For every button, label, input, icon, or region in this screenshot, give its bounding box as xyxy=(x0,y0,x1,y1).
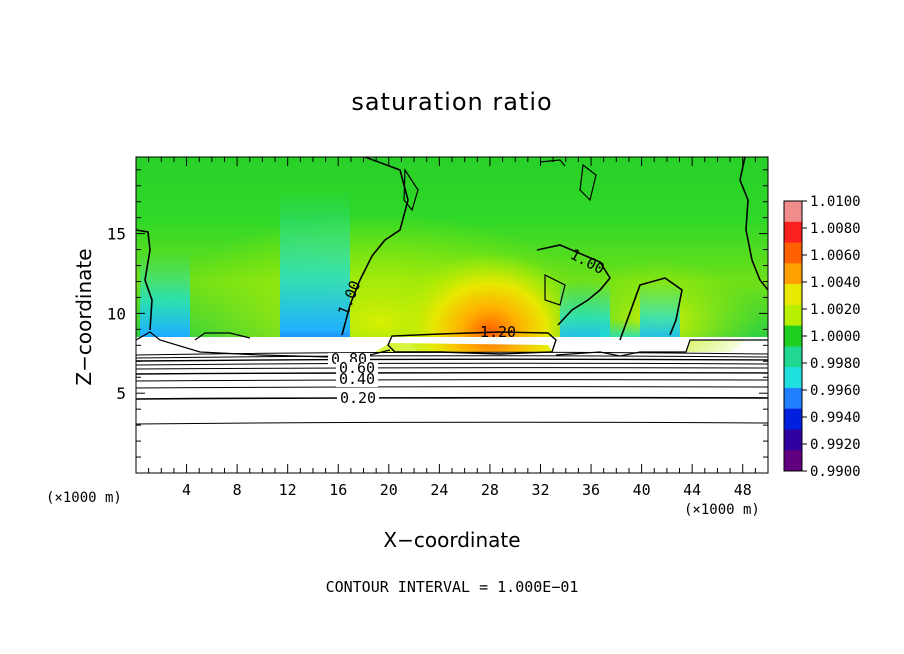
colorbar-swatch xyxy=(784,201,802,223)
colorbar-label: 0.9900 xyxy=(810,464,861,480)
contour-label: 1.20 xyxy=(480,323,516,341)
x-axis-label: X−coordinate xyxy=(383,528,521,552)
contour-label: 0.40 xyxy=(336,370,378,388)
colorbar-label: 0.9940 xyxy=(810,410,861,426)
colorbar-label: 0.9980 xyxy=(810,356,861,372)
colorbar-swatch xyxy=(784,221,802,244)
colorbar-label: 0.9920 xyxy=(810,437,861,453)
x-tick-label: 16 xyxy=(329,481,347,499)
x-tick-label: 44 xyxy=(683,481,701,499)
x-tick-label: 48 xyxy=(734,481,752,499)
colorbar-swatch xyxy=(784,263,802,285)
colorbar-swatch xyxy=(784,346,802,368)
x-tick-label: 12 xyxy=(279,481,297,499)
x-tick-label: 36 xyxy=(582,481,600,499)
colorbar-label: 1.0000 xyxy=(810,329,861,345)
colorbar-swatch xyxy=(784,408,802,430)
colorbar-swatch xyxy=(784,304,802,327)
colorbar-label: 1.0060 xyxy=(810,248,861,264)
colorbar-label: 1.0080 xyxy=(810,221,861,237)
colorbar-swatch xyxy=(784,242,802,264)
colorbar-label: 1.0040 xyxy=(810,275,861,291)
x-unit-left: (×1000 m) xyxy=(46,490,122,506)
contour-label-text: 0.20 xyxy=(340,389,376,407)
contour-interval-note: CONTOUR INTERVAL = 1.000E−01 xyxy=(325,578,579,596)
y-tick-label: 5 xyxy=(116,384,126,403)
contour-label-text: 0.60 xyxy=(339,359,375,377)
colorbar-label: 1.0100 xyxy=(810,194,861,210)
colorbar-label: 1.0020 xyxy=(810,302,861,318)
colorbar-swatch xyxy=(784,325,802,347)
x-unit-right: (×1000 m) xyxy=(684,502,760,518)
x-tick-label: 32 xyxy=(531,481,549,499)
colorbar-swatch xyxy=(784,450,802,472)
chart-title: saturation ratio xyxy=(351,88,553,116)
x-tick-label: 20 xyxy=(380,481,398,499)
contour-label: 0.20 xyxy=(337,389,379,407)
contour-label: 0.60 xyxy=(336,359,378,377)
x-tick-label: 4 xyxy=(182,481,191,499)
y-tick-label: 10 xyxy=(107,304,126,323)
x-tick-label: 8 xyxy=(233,481,242,499)
colorbar-swatch xyxy=(784,387,802,410)
x-tick-label: 24 xyxy=(430,481,448,499)
x-tick-label: 28 xyxy=(481,481,499,499)
contour-labels: 1.001.001.200.800.600.400.20 xyxy=(328,245,608,407)
contour-label-text: 1.20 xyxy=(480,323,516,341)
colorbar-label: 0.9960 xyxy=(810,383,861,399)
contour-label-text: 0.40 xyxy=(339,370,375,388)
contour-lines xyxy=(136,157,768,425)
colorbar-swatch xyxy=(784,284,802,306)
colorbar-swatch xyxy=(784,429,802,451)
heatmap-field xyxy=(136,157,768,473)
colorbar: 1.0100 1.0080 1.0060 1.0040 1.0020 1.0000 0.99… xyxy=(783,194,861,480)
colorbar-swatch xyxy=(784,367,802,389)
x-tick-label: 40 xyxy=(633,481,651,499)
y-tick-label: 15 xyxy=(107,225,126,244)
